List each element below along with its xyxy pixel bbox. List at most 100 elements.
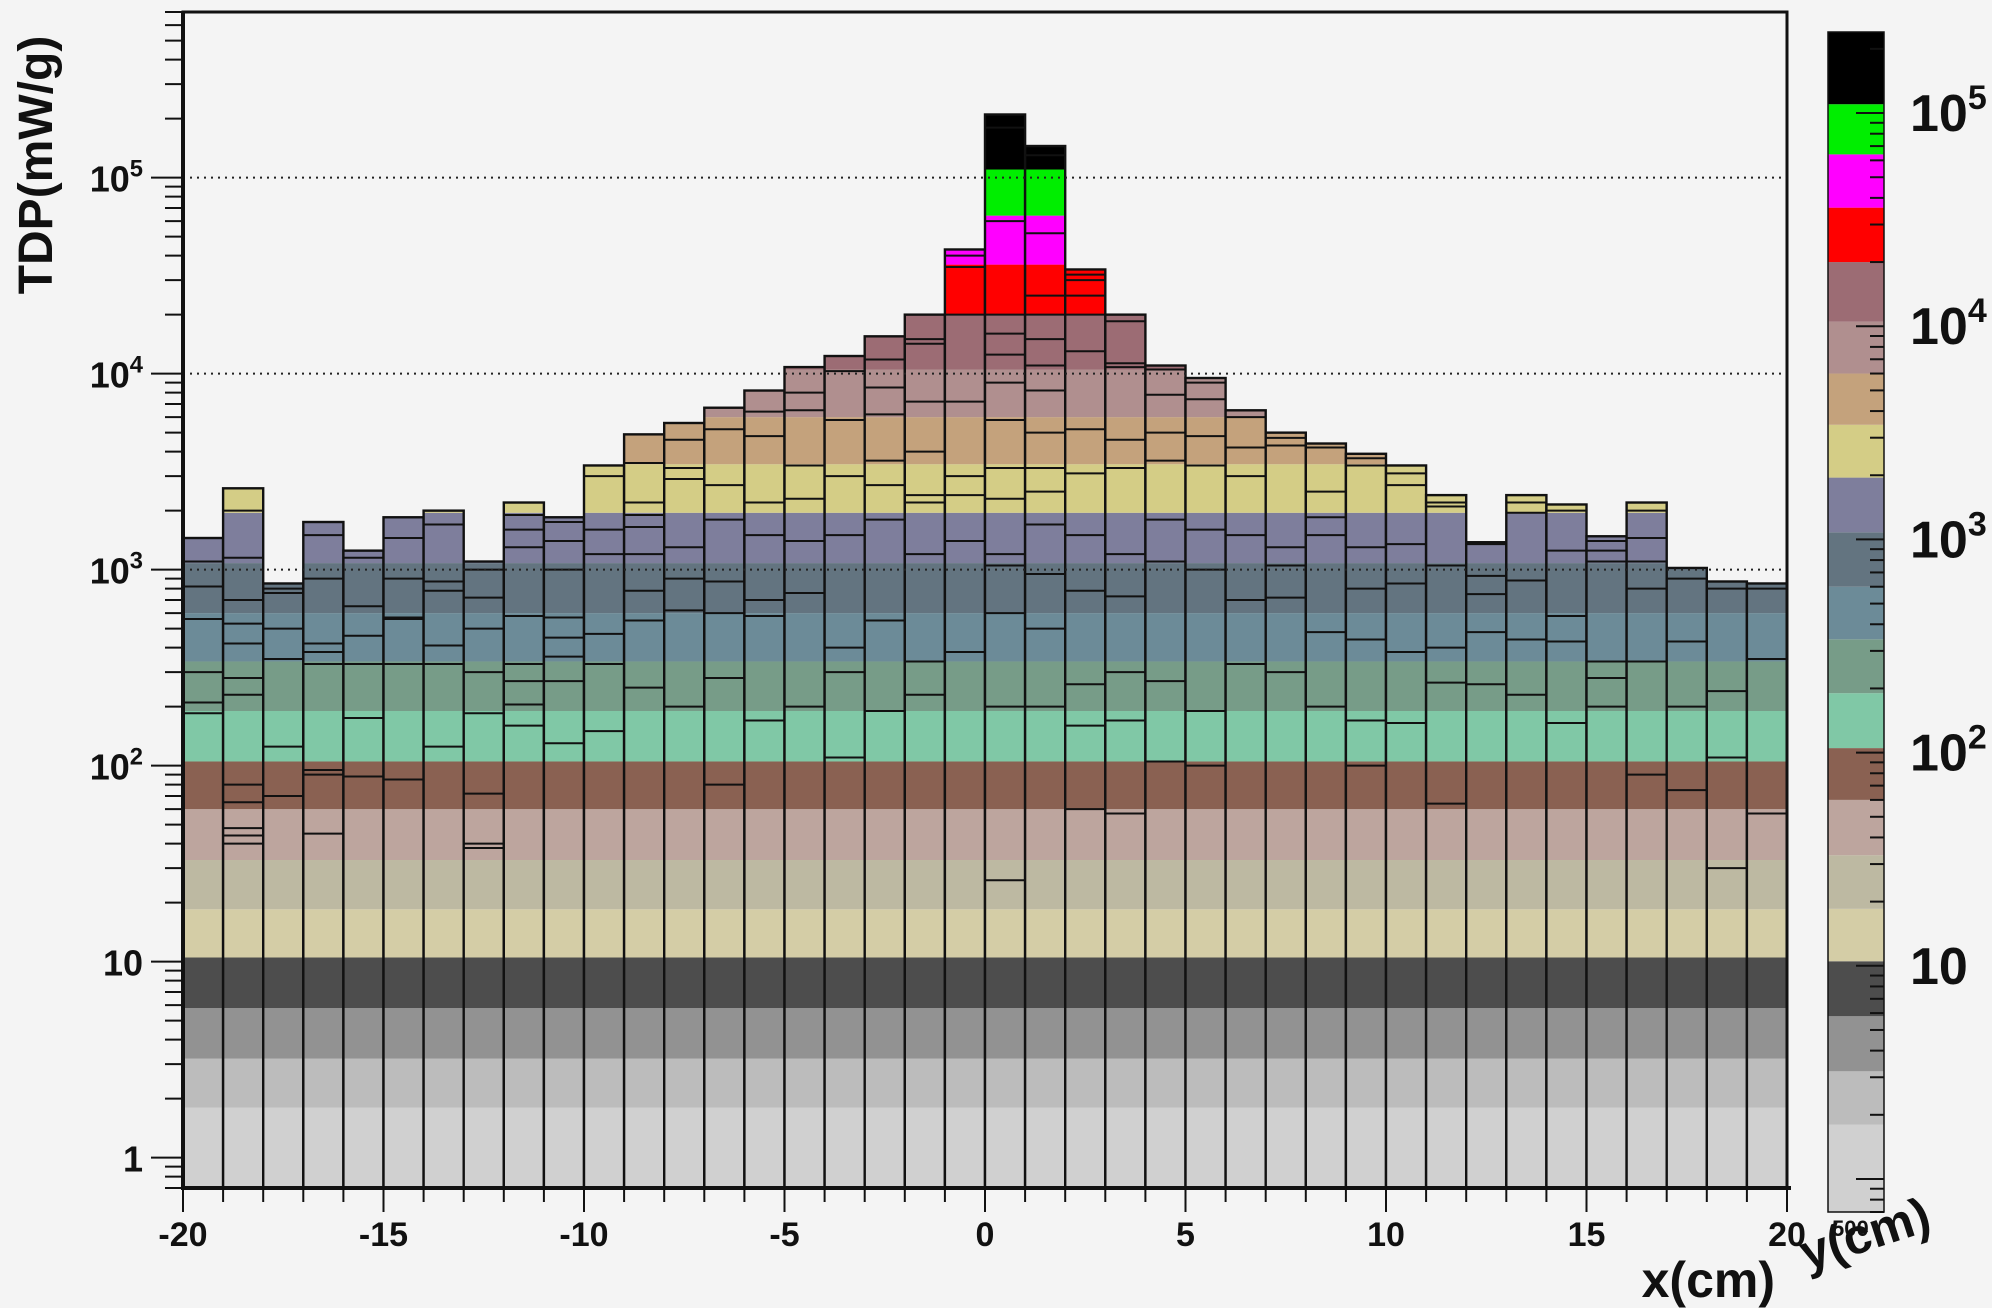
bar-band bbox=[1225, 957, 1266, 1009]
bar-band bbox=[904, 417, 945, 465]
bar-band bbox=[944, 369, 985, 418]
bar-band bbox=[824, 1107, 865, 1188]
bar-band bbox=[1185, 711, 1226, 762]
bar-band bbox=[263, 809, 304, 861]
bar-band bbox=[1426, 711, 1467, 762]
bar-band bbox=[1025, 464, 1066, 513]
bar-band bbox=[1065, 761, 1106, 810]
bar-band bbox=[985, 215, 1026, 265]
bar-band bbox=[1025, 1107, 1066, 1188]
bar-band bbox=[1506, 1008, 1547, 1059]
bar-band bbox=[1025, 809, 1066, 861]
bar-band bbox=[1506, 957, 1547, 1009]
bar-band bbox=[303, 761, 344, 810]
x-tick-label: 20 bbox=[1768, 1216, 1806, 1254]
bar-band bbox=[1065, 661, 1106, 712]
bar-band bbox=[664, 1008, 705, 1059]
bar-band bbox=[503, 661, 544, 712]
bar-band bbox=[904, 909, 945, 958]
bar-band bbox=[1746, 1107, 1787, 1188]
bar-band bbox=[1025, 512, 1066, 564]
bar-band bbox=[503, 860, 544, 910]
bar-band bbox=[1185, 1008, 1226, 1059]
bar-band bbox=[624, 1008, 665, 1059]
bar-band bbox=[985, 264, 1026, 315]
bar-band bbox=[1225, 860, 1266, 910]
bar-band bbox=[1386, 661, 1427, 712]
bar-band bbox=[183, 563, 224, 614]
bar-band bbox=[624, 563, 665, 614]
bar-band bbox=[343, 761, 384, 810]
bar-band bbox=[1265, 1107, 1306, 1188]
bar-band bbox=[824, 417, 865, 465]
bar-band bbox=[744, 1107, 785, 1188]
bar-band bbox=[1506, 512, 1547, 564]
bar-band bbox=[1065, 369, 1106, 418]
bar-band bbox=[463, 711, 504, 762]
bar-band bbox=[704, 512, 745, 564]
bar-band bbox=[1305, 909, 1346, 958]
bar-band bbox=[824, 909, 865, 958]
bar-band bbox=[664, 1107, 705, 1188]
bar-band bbox=[1105, 464, 1146, 513]
y-tick-label: 10 bbox=[103, 943, 143, 984]
bar-band bbox=[1466, 542, 1507, 564]
bar-band bbox=[1345, 1058, 1386, 1108]
bar-band bbox=[904, 957, 945, 1009]
bar-band bbox=[1586, 761, 1627, 810]
bar-band bbox=[423, 1008, 464, 1059]
bar-band bbox=[944, 314, 985, 370]
bar-band bbox=[463, 1058, 504, 1108]
bar-band bbox=[744, 661, 785, 712]
bar-band bbox=[824, 563, 865, 614]
bar-band bbox=[1666, 613, 1707, 662]
bar-band bbox=[1265, 1008, 1306, 1059]
bar-band bbox=[1305, 661, 1346, 712]
bar-band bbox=[343, 711, 384, 762]
bar-band bbox=[223, 711, 264, 762]
bar-band bbox=[584, 563, 625, 614]
bar-band bbox=[1025, 369, 1066, 418]
bar-band bbox=[1386, 761, 1427, 810]
bar-band bbox=[1586, 1008, 1627, 1059]
bar-band bbox=[864, 809, 905, 861]
bar-band bbox=[824, 512, 865, 564]
bar-band bbox=[1666, 711, 1707, 762]
bar-band bbox=[1386, 909, 1427, 958]
bar-band bbox=[423, 512, 464, 564]
bar-band bbox=[1546, 512, 1587, 564]
bar-band bbox=[1546, 1107, 1587, 1188]
bar-band bbox=[1345, 957, 1386, 1009]
bar-band bbox=[1305, 860, 1346, 910]
bar-band bbox=[704, 613, 745, 662]
bar-band bbox=[664, 512, 705, 564]
bar-band bbox=[1025, 613, 1066, 662]
bar-band bbox=[1626, 909, 1667, 958]
bar-band bbox=[985, 314, 1026, 370]
bar-band bbox=[503, 957, 544, 1009]
bar-band bbox=[904, 369, 945, 418]
bar-band bbox=[1466, 563, 1507, 614]
bar-band bbox=[584, 1008, 625, 1059]
bar-band bbox=[1426, 1008, 1467, 1059]
colorbar-frame bbox=[1827, 31, 1885, 1213]
bar-band bbox=[1105, 314, 1146, 370]
x-tick-label: 10 bbox=[1367, 1216, 1405, 1254]
bar-band bbox=[704, 809, 745, 861]
bar-band bbox=[343, 661, 384, 712]
bar-band bbox=[1225, 761, 1266, 810]
bar-band bbox=[824, 369, 865, 418]
bar-band bbox=[824, 1008, 865, 1059]
bar-band bbox=[1225, 613, 1266, 662]
bar-band bbox=[303, 613, 344, 662]
bar-band bbox=[1586, 613, 1627, 662]
bar-band bbox=[584, 512, 625, 564]
bar-band bbox=[944, 909, 985, 958]
bar-band bbox=[1666, 1107, 1707, 1188]
bar-band bbox=[1466, 1107, 1507, 1188]
bar-band bbox=[1065, 417, 1106, 465]
bar-band bbox=[1225, 1058, 1266, 1108]
bar-band bbox=[824, 464, 865, 513]
bar-band bbox=[744, 1008, 785, 1059]
